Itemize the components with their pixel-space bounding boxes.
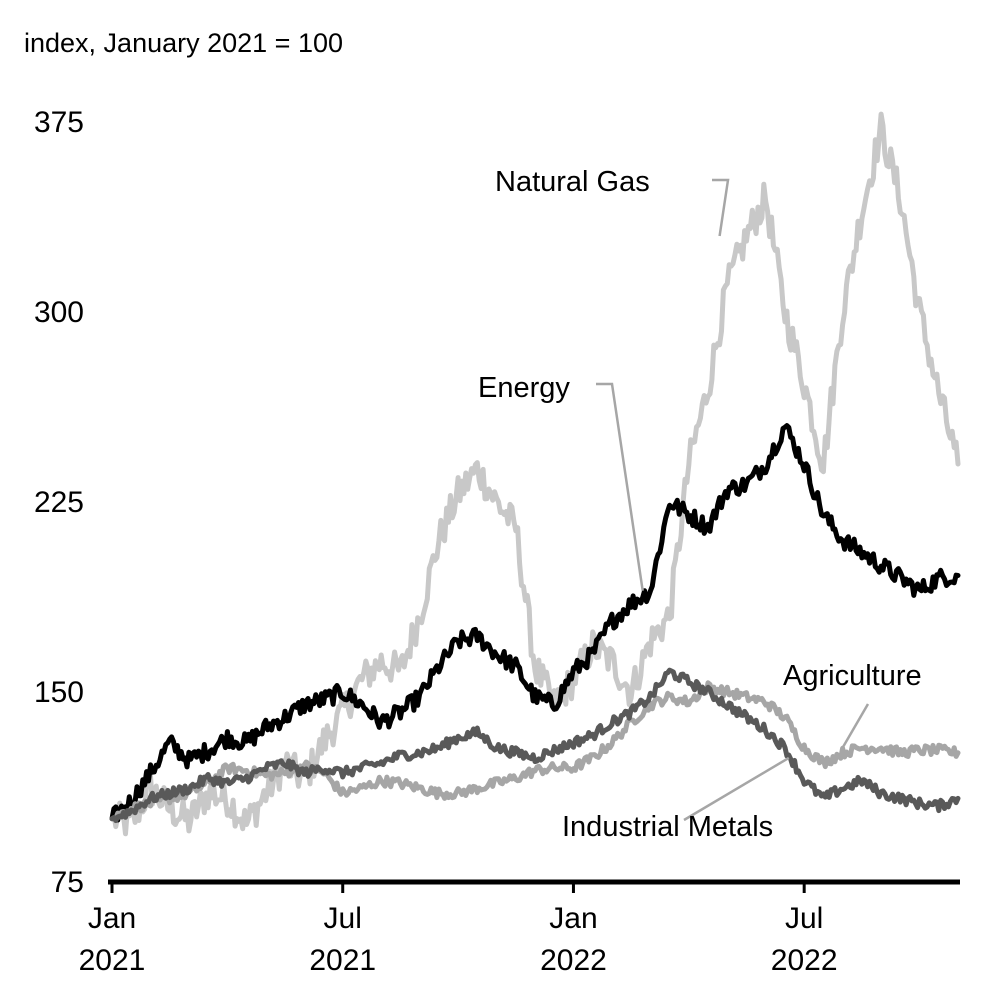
series-line-natural-gas [109,111,961,837]
x-tick-label-month-3: Jul [785,902,823,935]
y-axis-label: index, January 2021 = 100 [24,28,343,58]
y-tick-label-150: 150 [34,676,84,709]
y-tick-label-300: 300 [34,296,84,329]
annotation-energy: Energy [478,372,570,404]
y-tick-label-375: 375 [34,106,84,139]
x-tick-label-month-0: Jan [88,902,136,935]
annotation-industrial-metals: Industrial Metals [562,811,773,843]
x-tick-label-year-3: 2022 [771,944,838,977]
series-layer [109,111,961,837]
x-axis: Jan 2021 Jul 2021 Jan 2022 Jul 2022 [79,882,838,977]
y-axis: 75 150 225 300 375 [34,106,84,899]
annotation-natural-gas: Natural Gas [495,166,650,198]
series-line-energy [109,423,961,823]
series-line-industrial-metals [109,667,961,824]
y-tick-label-75: 75 [51,866,84,899]
callout-lines [596,178,870,822]
x-tick-label-month-1: Jul [324,902,362,935]
x-tick-label-year-2: 2022 [540,944,607,977]
x-tick-label-year-1: 2021 [309,944,376,977]
callout-line-agriculture [841,703,870,749]
callout-line-energy [596,382,644,591]
callout-line-industrial-metals [683,756,790,822]
annotation-agriculture: Agriculture [783,660,922,692]
x-tick-label-month-2: Jan [549,902,597,935]
x-tick-label-year-0: 2021 [79,944,146,977]
callout-line-natural-gas [712,178,730,237]
y-tick-label-225: 225 [34,486,84,519]
